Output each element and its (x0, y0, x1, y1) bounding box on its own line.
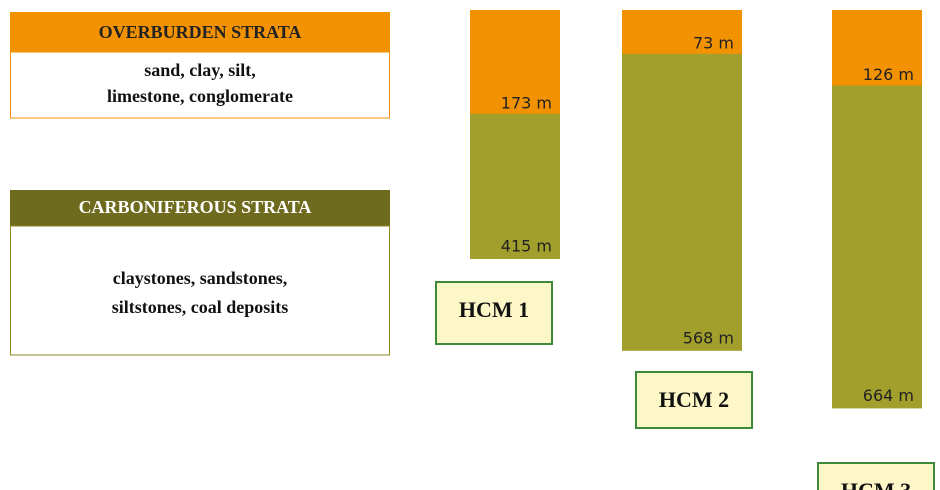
overburden-header (10, 12, 390, 52)
depth-label: 568 m (683, 328, 734, 347)
depth-label: 664 m (863, 386, 914, 405)
depth-label: 73 m (693, 33, 734, 52)
legend-text: claystones, sandstones, (113, 268, 288, 288)
legend-text: siltstones, coal deposits (112, 297, 289, 317)
name-box (635, 371, 753, 429)
overburden-layer (622, 10, 742, 54)
column-name: HCM 1 (459, 297, 529, 322)
legend-text: limestone, conglomerate (107, 86, 293, 106)
name-box (817, 462, 935, 490)
depth-label: 126 m (863, 65, 914, 84)
legend-text: sand, clay, silt, (144, 60, 256, 80)
carboniferous-box (10, 225, 390, 356)
column-name: HCM 2 (659, 387, 729, 412)
column-name: HCM 3 (841, 478, 911, 490)
legend-title: OVERBURDEN STRATA (99, 22, 302, 42)
overburden-layer (470, 10, 560, 114)
overburden-layer (832, 10, 922, 86)
carboniferous-header (10, 190, 390, 226)
name-box (435, 281, 553, 345)
depth-label: 415 m (501, 237, 552, 256)
overburden-box (10, 51, 390, 119)
legend-title: CARBONIFEROUS STRATA (79, 197, 312, 217)
depth-label: 173 m (501, 93, 552, 112)
carboniferous-layer (622, 10, 742, 351)
